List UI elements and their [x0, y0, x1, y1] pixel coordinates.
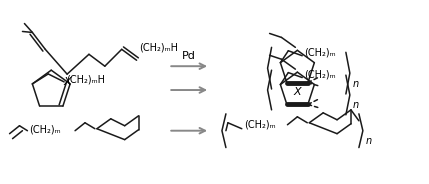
Text: X: X [63, 77, 71, 87]
Text: n: n [353, 79, 359, 89]
Text: n: n [353, 100, 359, 110]
Text: (CH₂)ₘH: (CH₂)ₘH [139, 42, 178, 52]
Text: (CH₂)ₘ: (CH₂)ₘ [244, 120, 275, 130]
Text: X: X [293, 87, 301, 97]
Text: (CH₂)ₘ: (CH₂)ₘ [304, 48, 336, 58]
Text: n: n [366, 136, 372, 146]
Text: (CH₂)ₘH: (CH₂)ₘH [66, 75, 105, 85]
Text: Pd: Pd [182, 51, 196, 61]
Text: (CH₂)ₘ: (CH₂)ₘ [30, 125, 61, 135]
Text: (CH₂)ₘ: (CH₂)ₘ [304, 70, 336, 79]
